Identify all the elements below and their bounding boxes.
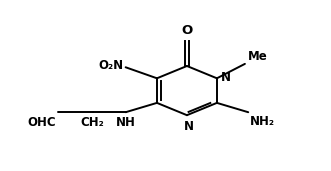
Text: O₂N: O₂N <box>99 59 124 72</box>
Text: OHC: OHC <box>28 116 56 129</box>
Text: N: N <box>221 71 231 84</box>
Text: NH: NH <box>117 116 136 129</box>
Text: O: O <box>181 24 193 37</box>
Text: Me: Me <box>248 50 267 63</box>
Text: NH₂: NH₂ <box>250 115 275 128</box>
Text: CH₂: CH₂ <box>81 116 105 129</box>
Text: N: N <box>184 120 194 133</box>
